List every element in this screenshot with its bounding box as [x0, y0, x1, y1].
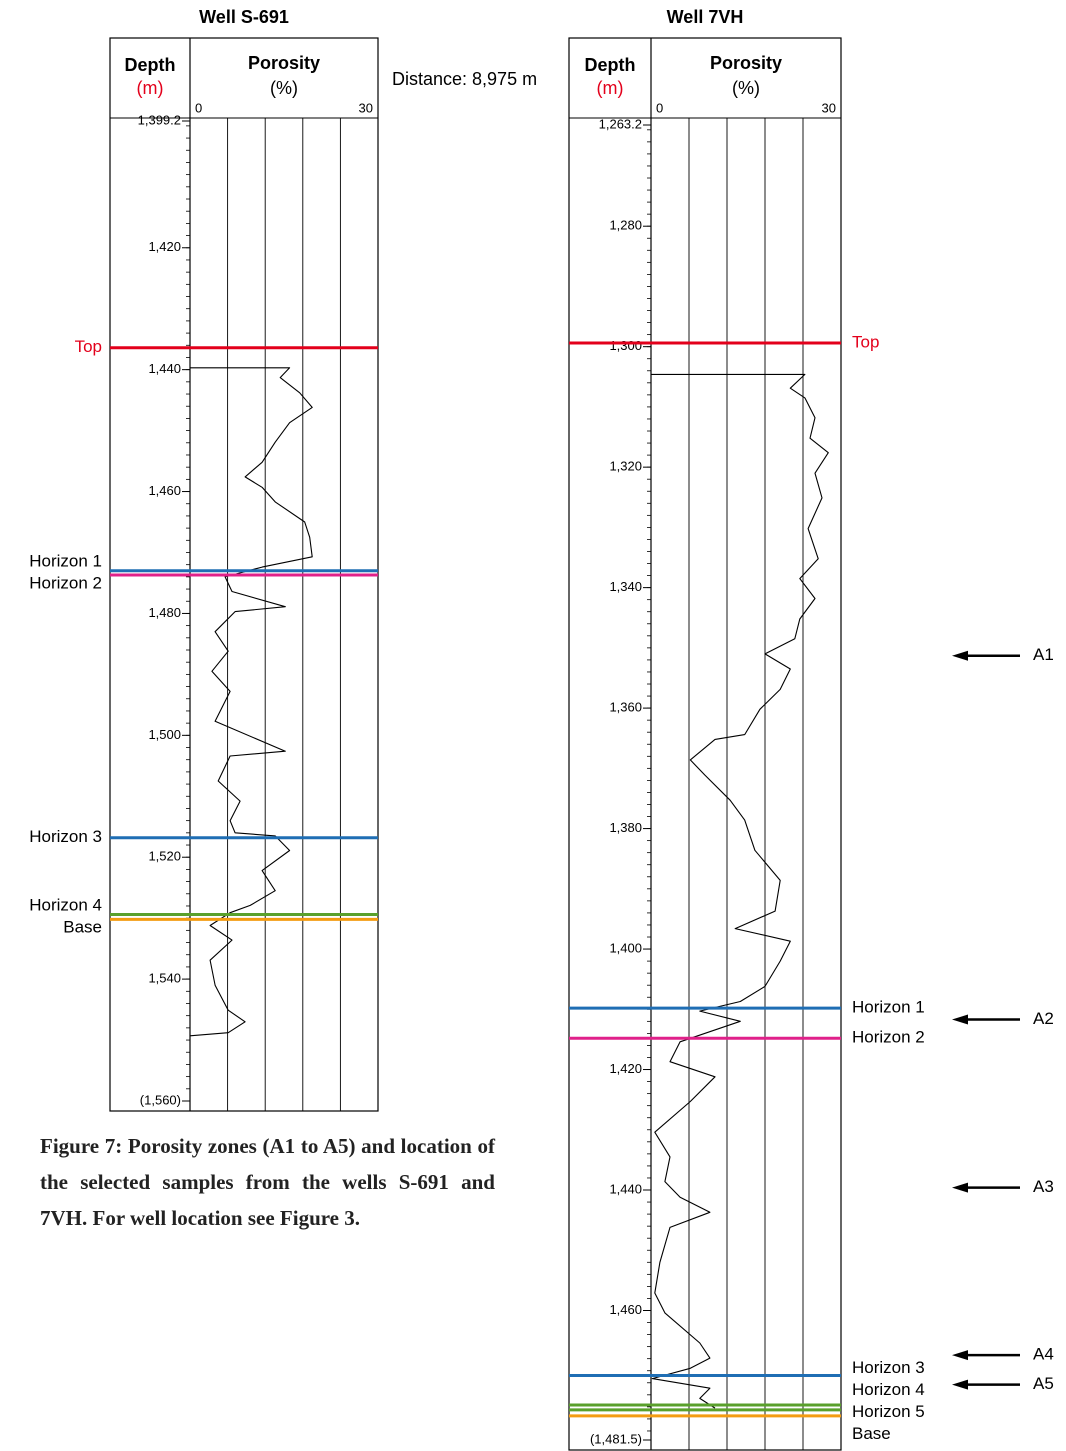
horizon-label: Horizon 2	[29, 573, 102, 592]
horizon-label: Top	[75, 337, 102, 356]
y-tick-label: 1,540	[148, 971, 181, 986]
well-title: Well S-691	[199, 7, 289, 27]
horizon-label: Horizon 4	[29, 895, 102, 914]
horizon-label: Horizon 3	[29, 827, 102, 846]
horizon-label: Horizon 1	[29, 551, 102, 570]
zone-arrowhead	[952, 1379, 968, 1390]
porosity-curve	[189, 367, 313, 1037]
zone-label: A5	[1033, 1374, 1054, 1393]
porosity-curve	[651, 373, 829, 1409]
horizon-label: Top	[852, 333, 879, 352]
y-tick-label: (1,560)	[140, 1092, 181, 1107]
y-tick-label: 1,320	[609, 459, 642, 474]
panel-frame	[568, 37, 842, 1451]
porosity-unit: (%)	[732, 78, 760, 98]
y-tick-label: 1,300	[609, 338, 642, 353]
x-tick-label: 0	[656, 100, 663, 115]
y-tick-label: 1,340	[609, 579, 642, 594]
y-tick-label: 1,360	[609, 700, 642, 715]
y-tick-label: 1,440	[148, 361, 181, 376]
y-tick-label: (1,481.5)	[590, 1431, 642, 1446]
porosity-unit: (%)	[270, 78, 298, 98]
depth-label: Depth	[125, 55, 176, 75]
y-tick-label: 1,480	[148, 605, 181, 620]
y-tick-label: 1,380	[609, 820, 642, 835]
x-tick-label: 30	[359, 100, 373, 115]
zone-arrowhead	[952, 1182, 968, 1193]
zone-arrowhead	[952, 1350, 968, 1361]
zone-arrowhead	[952, 1014, 968, 1025]
y-tick-label: 1,460	[148, 483, 181, 498]
y-tick-label: 1,500	[148, 727, 181, 742]
well-title: Well 7VH	[667, 7, 744, 27]
y-tick-label: 1,399.2	[138, 112, 181, 127]
y-tick-label: 1,420	[148, 239, 181, 254]
porosity-label: Porosity	[248, 53, 320, 73]
zone-label: A3	[1033, 1177, 1054, 1196]
horizon-label: Horizon 5	[852, 1402, 925, 1421]
horizon-label: Horizon 2	[852, 1028, 925, 1047]
horizon-label: Horizon 3	[852, 1358, 925, 1377]
horizon-label: Horizon 1	[852, 998, 925, 1017]
caption: Figure 7: Porosity zones (A1 to A5) and …	[40, 1134, 495, 1230]
zone-label: A1	[1033, 645, 1054, 664]
horizon-label: Horizon 4	[852, 1380, 925, 1399]
zone-label: A4	[1033, 1345, 1054, 1364]
horizon-label: Base	[852, 1424, 891, 1443]
y-tick-label: 1,460	[609, 1302, 642, 1317]
horizon-label: Base	[63, 917, 102, 936]
y-tick-label: 1,280	[609, 218, 642, 233]
zone-arrowhead	[952, 650, 968, 661]
y-tick-label: 1,400	[609, 940, 642, 955]
zone-label: A2	[1033, 1009, 1054, 1028]
y-tick-label: 1,420	[609, 1061, 642, 1076]
depth-label: Depth	[585, 55, 636, 75]
y-tick-label: 1,263.2	[599, 116, 642, 131]
distance-label: Distance: 8,975 m	[392, 69, 537, 89]
x-tick-label: 30	[822, 100, 836, 115]
x-tick-label: 0	[195, 100, 202, 115]
depth-unit: (m)	[137, 78, 164, 98]
porosity-label: Porosity	[710, 53, 782, 73]
y-tick-label: 1,520	[148, 849, 181, 864]
depth-unit: (m)	[597, 78, 624, 98]
y-tick-label: 1,440	[609, 1181, 642, 1196]
